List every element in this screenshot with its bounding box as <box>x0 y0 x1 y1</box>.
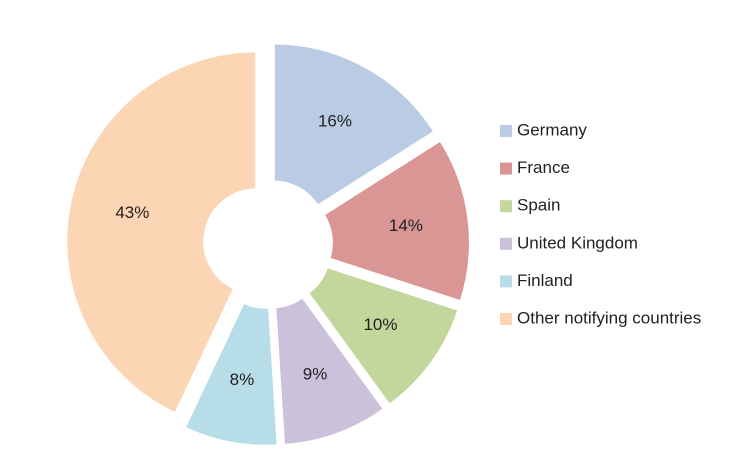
legend-swatch <box>500 237 512 250</box>
legend-label: Spain <box>517 196 560 215</box>
legend-swatch <box>500 162 512 175</box>
legend-swatch <box>500 200 512 213</box>
donut-slice <box>272 42 436 208</box>
data-label: 43% <box>115 203 149 222</box>
legend-label: Germany <box>517 120 587 139</box>
donut-slice <box>274 295 386 446</box>
data-label: 9% <box>303 364 328 383</box>
data-label: 10% <box>363 315 397 334</box>
legend-label: United Kingdom <box>517 233 638 252</box>
legend-swatch <box>500 275 512 288</box>
data-label: 8% <box>230 370 255 389</box>
legend-swatch <box>500 125 512 137</box>
donut-slice <box>306 265 460 407</box>
legend-swatch <box>500 313 512 325</box>
donut-slice <box>65 50 258 415</box>
data-label: 16% <box>318 112 352 131</box>
donut-slice <box>322 139 471 303</box>
donut-slice <box>183 301 279 447</box>
legend-label: Finland <box>517 271 573 290</box>
legend-label: France <box>517 158 570 177</box>
data-label: 14% <box>389 216 423 235</box>
legend-label: Other notifying countries <box>517 308 701 327</box>
